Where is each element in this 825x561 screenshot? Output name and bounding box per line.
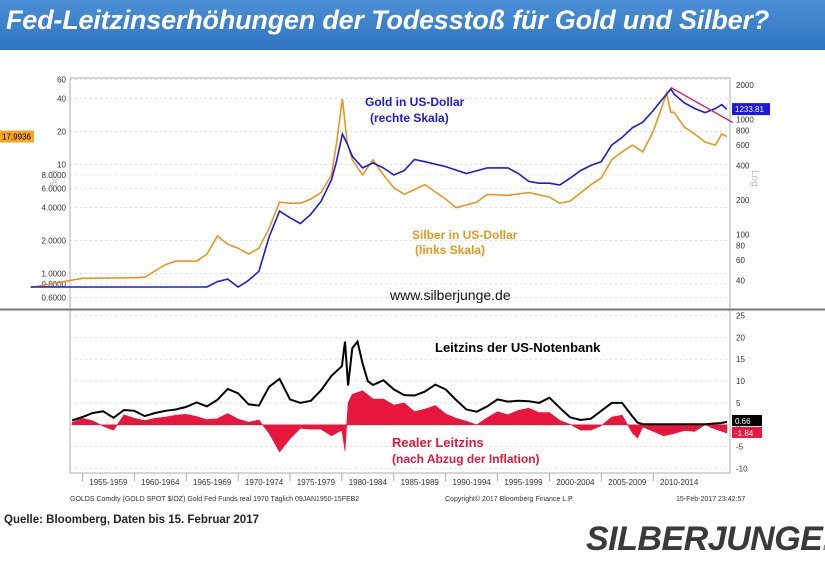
lower-panel: -10-505101520250.66-1.84 bbox=[70, 311, 762, 474]
left-axis-label: Log bbox=[49, 170, 60, 187]
footer-right: 15-Feb-2017 23:42:57 bbox=[676, 496, 745, 503]
x-tick-label: 1960-1964 bbox=[141, 478, 180, 487]
y-left-tick: 6.0000 bbox=[42, 184, 67, 193]
y-left-tick: 40 bbox=[57, 95, 66, 104]
rate-last-tag bbox=[732, 414, 762, 426]
y-right-tick: 2000 bbox=[736, 81, 754, 90]
banner-title: Fed-Leitzinserhöhungen der Todesstoß für… bbox=[6, 5, 770, 35]
logo-dot: . bbox=[822, 520, 825, 558]
title-banner: Fed-Leitzinserhöhungen der Todesstoß für… bbox=[0, 0, 825, 50]
rate-annotation: Leitzins der US-Notenbank bbox=[435, 340, 601, 355]
y-left-tick: 10 bbox=[57, 160, 66, 169]
y-right-tick: 60 bbox=[736, 256, 745, 265]
gold-last-value: 1233.81 bbox=[735, 105, 764, 114]
y-tick: 10 bbox=[736, 377, 745, 386]
x-tick-label: 1965-1969 bbox=[193, 478, 232, 487]
x-tick-label: 2005-2009 bbox=[608, 478, 647, 487]
y-tick: 25 bbox=[736, 311, 745, 320]
x-tick-label: 1990-1994 bbox=[452, 478, 491, 487]
right-axis-label: Log bbox=[749, 170, 760, 187]
y-left-tick: 8.0000 bbox=[42, 171, 67, 180]
plot-frame bbox=[69, 77, 731, 474]
silberjunge-logo: SILBERJUNGE. bbox=[586, 520, 825, 559]
y-left-tick: 4.0000 bbox=[42, 204, 67, 213]
gold-annotation: Gold in US-Dollar bbox=[365, 95, 465, 109]
y-tick: 15 bbox=[736, 355, 745, 364]
x-tick-label: 1985-1989 bbox=[401, 478, 440, 487]
silver-annotation: Silber in US-Dollar bbox=[412, 228, 518, 242]
silver-last-value: 17.9936 bbox=[2, 133, 31, 142]
logo-main: SILBERJUNGE bbox=[586, 520, 823, 558]
y-left-tick: 60 bbox=[57, 76, 66, 85]
silver-last-tag bbox=[0, 130, 34, 143]
x-axis: 1955-1959 1960-1964 1965-1969 1970-1974 1975… bbox=[70, 473, 745, 503]
gold-annotation-sub: (rechte Skala) bbox=[370, 111, 449, 125]
gold-last-tag bbox=[732, 103, 770, 116]
upper-panel: 0.6000 0.8000 1.0000 2.0000 4.0000 6.0000 8.00… bbox=[0, 76, 825, 474]
footer-center: Copyright© 2017 Bloomberg Finance L.P. bbox=[445, 495, 574, 503]
y-right-tick: 200 bbox=[736, 196, 750, 205]
bloomberg-chart: 0.6000 0.8000 1.0000 2.0000 4.0000 6.0000 8.00… bbox=[0, 76, 825, 503]
watermark: www.silberjunge.de bbox=[389, 287, 511, 303]
real-last-tag bbox=[732, 426, 762, 438]
x-tick-label: 1995-1999 bbox=[504, 478, 543, 487]
y-tick: 20 bbox=[736, 333, 745, 342]
y-right-tick: 400 bbox=[736, 161, 750, 170]
x-tick-label: 1980-1984 bbox=[349, 478, 388, 487]
gold-price-line bbox=[30, 87, 728, 288]
y-right-tick: 100 bbox=[736, 231, 750, 240]
y-left-tick: 20 bbox=[57, 128, 66, 137]
y-right-tick: 1000 bbox=[736, 116, 754, 125]
real-last-value: -1.84 bbox=[735, 429, 754, 438]
real-rate-annotation: Realer Leitzins bbox=[392, 435, 484, 450]
silver-price-line bbox=[30, 90, 728, 289]
y-right-tick: 80 bbox=[736, 242, 745, 251]
y-tick: 5 bbox=[736, 399, 741, 408]
x-tick-label: 1975-1979 bbox=[297, 478, 336, 487]
silver-annotation-sub: (links Skala) bbox=[415, 243, 485, 257]
x-tick-label: 1955-1959 bbox=[89, 478, 128, 487]
y-right-tick: 600 bbox=[736, 141, 750, 150]
rate-last-value: 0.66 bbox=[735, 417, 751, 426]
footer-left: GOLDS Comdty (GOLD SPOT $/OZ) Gold Fed F… bbox=[70, 496, 359, 503]
x-tick-label: 2010-2014 bbox=[660, 478, 699, 487]
gold-trend-line bbox=[670, 86, 734, 124]
real-rate-area bbox=[71, 390, 728, 453]
y-right-tick: 800 bbox=[736, 127, 750, 136]
y-tick: -5 bbox=[736, 443, 744, 452]
y-left-tick: 0.6000 bbox=[42, 293, 67, 302]
fed-funds-rate-line bbox=[71, 339, 728, 426]
y-left-tick: 0.8000 bbox=[42, 280, 67, 289]
real-rate-annotation-sub: (nach Abzug der Inflation) bbox=[392, 452, 540, 466]
source-note: Quelle: Bloomberg, Daten bis 15. Februar… bbox=[4, 514, 259, 526]
y-left-tick: 2.0000 bbox=[42, 236, 67, 245]
y-left-tick: 1.0000 bbox=[42, 269, 67, 278]
x-tick-label: 1970-1974 bbox=[245, 478, 284, 487]
y-tick: -10 bbox=[736, 465, 748, 474]
y-right-tick: 40 bbox=[736, 276, 745, 285]
x-tick-label: 2000-2004 bbox=[556, 478, 595, 487]
